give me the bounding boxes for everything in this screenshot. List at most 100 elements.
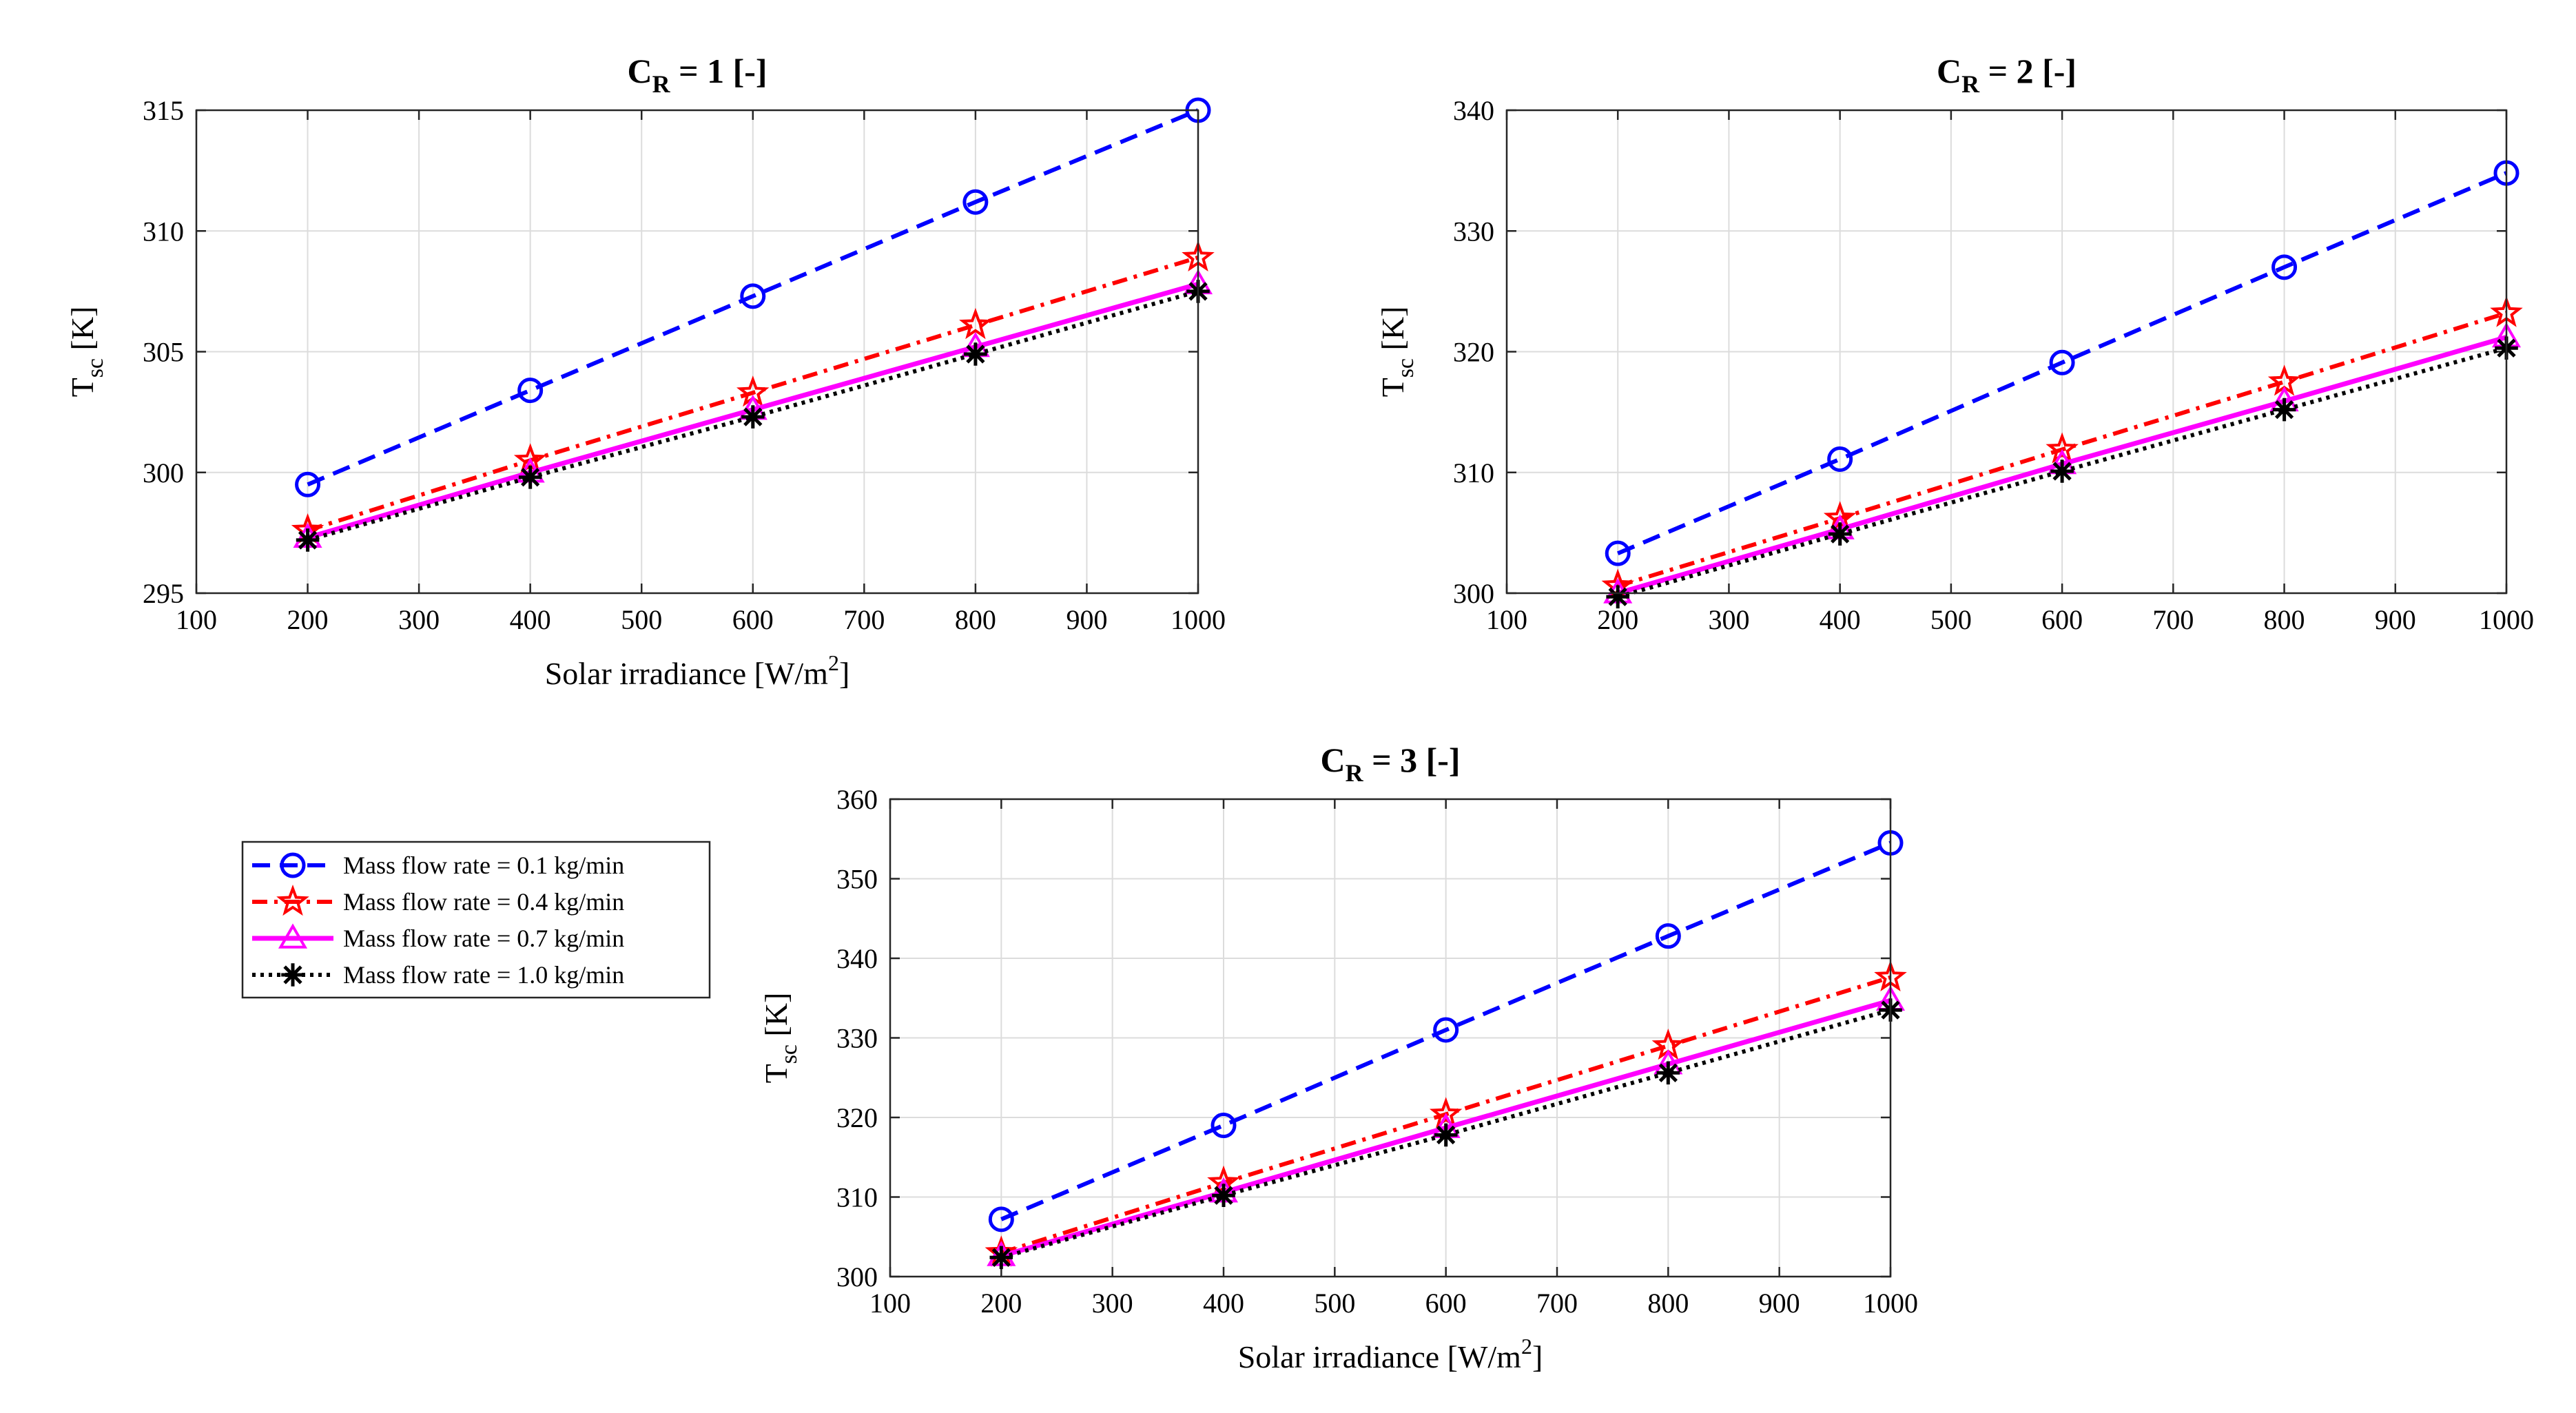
- chart-3: 100 200 300 400 500 600 700 800 900 1000 300 310 320…: [759, 741, 1918, 1374]
- x-tick-label: 400: [1203, 1288, 1244, 1319]
- x-tick-label: 600: [732, 604, 774, 635]
- legend-marker: [278, 923, 308, 949]
- legend-marker: [280, 852, 306, 878]
- data-point: [741, 405, 765, 429]
- series-line: [307, 289, 1199, 542]
- data-point: [1605, 540, 1631, 566]
- y-tick-label: 330: [1453, 216, 1494, 247]
- y-tick-label: 305: [143, 337, 184, 368]
- data-point: [1655, 923, 1681, 949]
- y-axis-label: Tsc [K]: [1375, 307, 1419, 398]
- y-tick-label: 340: [836, 943, 878, 974]
- x-tick-label: 700: [843, 604, 885, 635]
- x-tick-label: 100: [869, 1288, 911, 1319]
- data-point: [1828, 522, 1852, 546]
- x-tick-label: 600: [1425, 1288, 1467, 1319]
- y-tick-label: 330: [836, 1023, 878, 1054]
- series-4: [296, 280, 1210, 552]
- y-tick-label: 310: [1453, 457, 1494, 488]
- y-tick-label: 300: [1453, 578, 1494, 609]
- data-point: [959, 307, 992, 340]
- x-tick-label: 600: [2041, 604, 2083, 635]
- x-tick-label: 200: [980, 1288, 1022, 1319]
- x-tick-label: 1000: [2479, 604, 2534, 635]
- data-point: [962, 189, 989, 215]
- y-tick-label: 300: [836, 1261, 878, 1292]
- legend-box: [241, 840, 711, 999]
- series-line: [307, 108, 1199, 487]
- x-tick-label: 800: [955, 604, 996, 635]
- data-point: [2271, 254, 2298, 280]
- legend-label: Mass flow rate = 0.1 kg/min: [343, 852, 624, 879]
- y-tick-label: 315: [143, 95, 184, 126]
- x-tick-label: 400: [510, 604, 551, 635]
- x-tick-label: 300: [398, 604, 440, 635]
- x-tick-label: 500: [1314, 1288, 1355, 1319]
- x-tick-label: 100: [176, 604, 217, 635]
- x-tick-label: 900: [1066, 604, 1107, 635]
- data-point: [1606, 585, 1629, 609]
- y-tick-label: 360: [836, 784, 878, 815]
- y-tick-label: 310: [143, 216, 184, 247]
- data-point: [988, 1206, 1014, 1232]
- series-line: [1617, 171, 2508, 555]
- axes-box: [195, 109, 1199, 595]
- y-tick-label: 320: [1453, 337, 1494, 368]
- chart-1: 100 200 300 400 500 600 700 800 900 1000 295 300 305…: [65, 52, 1226, 691]
- data-point: [518, 466, 542, 489]
- data-point: [964, 342, 987, 366]
- x-tick-label: 900: [2375, 604, 2416, 635]
- x-tick-label: 800: [1647, 1288, 1689, 1319]
- data-point: [295, 471, 321, 497]
- legend-label: Mass flow rate = 0.4 kg/min: [343, 888, 624, 916]
- y-axis-label: Tsc [K]: [65, 307, 108, 398]
- x-tick-label: 900: [1759, 1288, 1800, 1319]
- data-point: [1429, 1097, 1463, 1128]
- x-tick-label: 500: [1930, 604, 1972, 635]
- data-point: [740, 283, 766, 309]
- axes-box: [1505, 109, 2508, 595]
- x-tick-label: 200: [1597, 604, 1638, 635]
- x-tick-label: 200: [287, 604, 329, 635]
- data-point: [2046, 432, 2079, 464]
- legend-entry: Mass flow rate = 0.7 kg/min: [252, 923, 624, 952]
- legend-entry: Mass flow rate = 0.1 kg/min: [252, 852, 624, 879]
- data-point: [989, 1246, 1013, 1270]
- chart-title: CR = 2 [-]: [1937, 52, 2077, 98]
- y-tick-label: 350: [836, 864, 878, 895]
- x-tick-label: 300: [1092, 1288, 1133, 1319]
- legend-label: Mass flow rate = 1.0 kg/min: [343, 961, 624, 989]
- x-tick-label: 700: [1536, 1288, 1578, 1319]
- series-1: [1605, 160, 2520, 566]
- y-tick-label: 300: [143, 457, 184, 488]
- data-point: [1827, 446, 1853, 472]
- series-line: [1000, 840, 1892, 1221]
- x-tick-label: 400: [1820, 604, 1861, 635]
- x-axis-label: Solar irradiance [W/m2]: [1238, 1334, 1543, 1374]
- data-point: [1434, 1123, 1458, 1147]
- x-tick-label: 1000: [1863, 1288, 1918, 1319]
- data-point: [2272, 398, 2296, 422]
- legend-label: Mass flow rate = 0.7 kg/min: [343, 925, 624, 952]
- x-tick-label: 500: [621, 604, 662, 635]
- legend-marker: [276, 885, 309, 916]
- legend-marker: [281, 963, 305, 987]
- legend: Mass flow rate = 0.1 kg/min Mass flow rat…: [241, 840, 711, 999]
- legend-entry: Mass flow rate = 0.4 kg/min: [252, 885, 624, 916]
- x-tick-label: 1000: [1171, 604, 1226, 635]
- chart-title: CR = 3 [-]: [1320, 741, 1460, 787]
- data-point: [1433, 1017, 1459, 1043]
- data-point: [517, 378, 544, 404]
- y-tick-label: 320: [836, 1102, 878, 1133]
- chart-2: 100 200 300 400 500 600 700 800 900 1000 300 310 320…: [1375, 52, 2534, 635]
- y-tick-label: 295: [143, 578, 184, 609]
- series-line: [1617, 346, 2507, 599]
- data-point: [2049, 349, 2075, 375]
- y-tick-label: 310: [836, 1182, 878, 1213]
- x-tick-label: 100: [1486, 604, 1527, 635]
- data-point: [1210, 1113, 1237, 1139]
- data-point: [1212, 1184, 1235, 1207]
- x-tick-label: 800: [2264, 604, 2305, 635]
- series-line: [307, 255, 1199, 533]
